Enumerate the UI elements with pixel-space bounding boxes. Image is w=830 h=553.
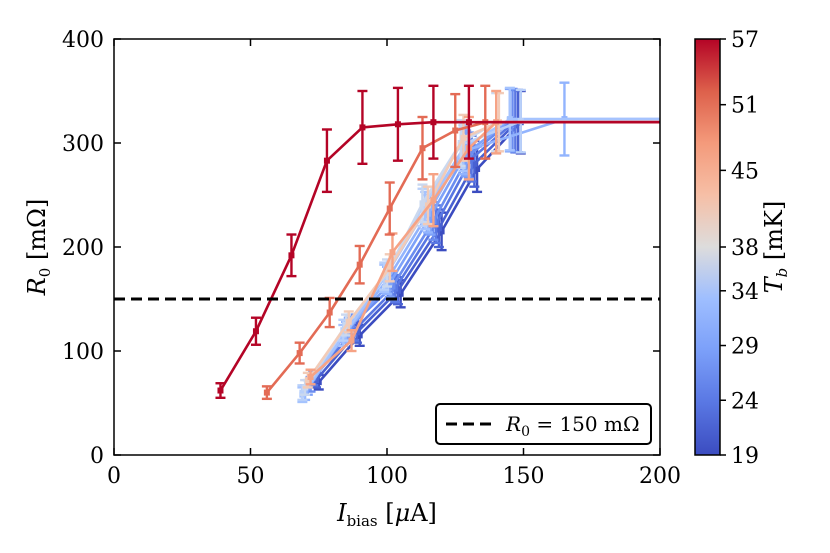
colorbar [694,38,721,456]
data-point [288,252,295,259]
data-point [323,157,330,164]
colorbar-tick-label: 29 [731,335,759,360]
x-axis-ticks: 0 50 100 150 200 [107,39,681,489]
colorbar-tick-label: 38 [731,236,759,261]
data-point [386,205,393,212]
data-point [435,225,442,232]
colorbar-tick-label: 19 [731,444,759,469]
data-point [389,283,396,290]
plot-frame [113,38,661,456]
data-point [263,389,270,396]
series-line [317,120,660,384]
x-axis-title: Ibias [μA] [336,499,437,530]
colorbar-tick-label: 45 [731,159,759,184]
series-51mK [261,84,660,401]
x-tick-label: 200 [639,464,681,489]
x-tick-label: 150 [503,464,545,489]
x-tick-label: 0 [107,464,121,489]
data-point [356,261,363,268]
data-point [465,119,472,126]
colorbar-tick-label: 57 [731,28,759,53]
series-layer [215,81,660,404]
series-line [301,117,660,396]
data-point [252,328,259,335]
data-point [433,221,440,228]
y-tick-label: 300 [62,132,104,157]
data-point [348,337,355,344]
data-point [419,145,426,152]
data-point [474,166,481,172]
data-point [471,160,478,167]
legend-label: R0 = 150 mΩ [505,412,640,440]
data-point [307,374,314,380]
colorbar-title: Tb [mK] [760,201,791,294]
colorbar-tick-label: 24 [731,389,759,414]
data-point [430,197,437,204]
data-point [296,350,303,357]
data-point [506,116,513,123]
y-tick-label: 100 [62,340,104,365]
data-point [452,127,459,134]
data-point [326,309,333,316]
legend: R0 = 150 mΩ [435,403,652,445]
data-point [304,377,311,384]
data-point [217,387,224,394]
y-tick-label: 400 [62,28,104,53]
data-point [438,228,445,235]
data-point [460,134,467,141]
data-point [397,290,404,297]
series-line [219,120,660,392]
y-axis-title: R0 [mΩ] [23,199,54,297]
series-line [304,117,660,394]
data-point [394,121,401,128]
colorbar-tick-label: 34 [731,280,759,305]
x-tick-label: 100 [366,464,408,489]
colorbar-ticks: 19 24 29 34 38 45 51 57 [720,28,759,469]
data-point [386,280,393,287]
y-axis-ticks: 0 100 200 300 400 [62,28,660,469]
y-tick-label: 200 [62,236,104,261]
y-tick-label: 0 [90,444,104,469]
data-point [356,332,363,339]
x-tick-label: 50 [237,464,265,489]
data-point [299,389,306,396]
data-point [430,119,437,126]
series-57mK [215,84,660,399]
data-point [359,124,366,131]
data-point [419,200,426,207]
data-point [345,318,352,325]
series-34mK [297,86,660,404]
data-point [386,264,393,271]
colorbar-tick-label: 51 [731,94,759,119]
data-point [389,249,396,256]
